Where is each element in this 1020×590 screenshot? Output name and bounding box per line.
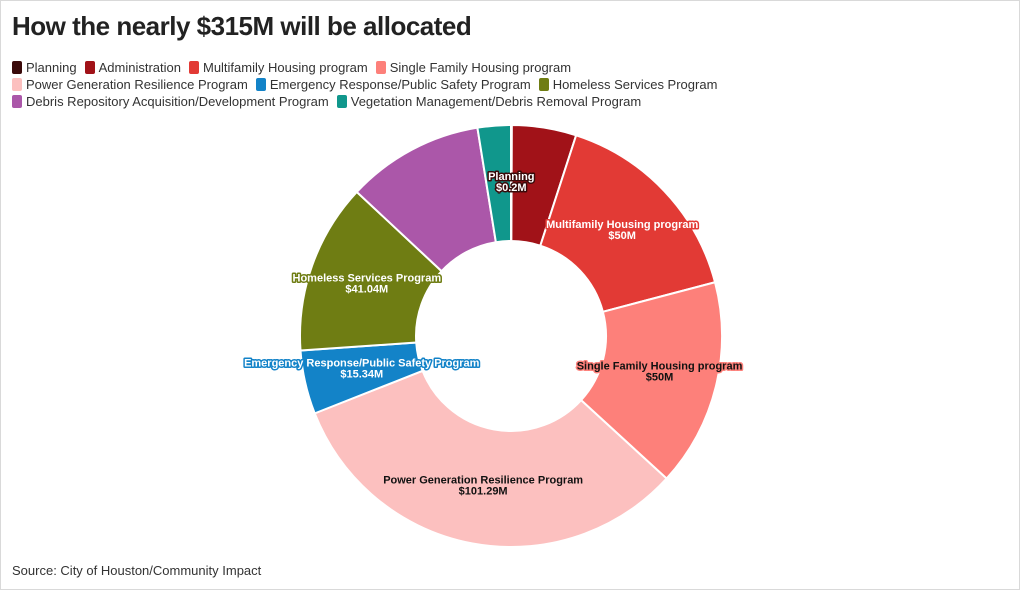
slice-label: Homeless Services Program	[293, 273, 442, 285]
legend-swatch	[12, 60, 22, 74]
legend-swatch	[255, 77, 266, 91]
legend-swatch	[538, 77, 549, 91]
donut-slice	[476, 123, 512, 244]
legend-swatch	[12, 94, 22, 108]
source: Source: City of Houston/Community Impact	[12, 563, 262, 578]
legend-item: Administration	[84, 59, 181, 75]
slice-value-label: $50M	[646, 372, 674, 384]
legend-item: Single Family Housing program	[375, 59, 572, 75]
slice-label: Multifamily Housing program	[546, 219, 698, 231]
legend-swatch	[84, 60, 95, 74]
legend: Planning Administration Multifamily Housin…	[12, 59, 802, 109]
legend-item: Homeless Services Program	[538, 76, 718, 92]
slice-label: Emergency Response/Public Safety Program	[244, 358, 480, 370]
legend-item: Vegetation Management/Debris Removal Pro…	[336, 93, 642, 109]
legend-label: Vegetation Management/Debris Removal Pro…	[350, 93, 642, 109]
legend-label: Administration	[98, 59, 181, 75]
slice-label: Power Generation Resilience Program	[383, 474, 583, 486]
legend-swatch	[375, 60, 386, 74]
slice-value-label: $101.29M	[459, 485, 508, 497]
legend-item: Emergency Response/Public Safety Program	[255, 76, 531, 92]
slice-value-label: $50M	[608, 230, 636, 242]
slice-label: Planning	[488, 171, 534, 183]
slice-value-label: $15.34M	[340, 369, 383, 381]
donut-slice	[299, 190, 443, 352]
donut-slice	[579, 281, 723, 480]
legend-item: Multifamily Housing program	[188, 59, 368, 75]
legend-label: Planning	[26, 59, 77, 75]
slice-value-label: $41.04M	[345, 284, 388, 296]
legend-label: Power Generation Resilience Program	[26, 76, 248, 92]
chart-title: How the nearly $315M will be allocated	[12, 11, 472, 41]
legend-label: Emergency Response/Public Safety Program	[269, 76, 531, 92]
legend-item: Debris Repository Acquisition/Developmen…	[12, 93, 329, 109]
legend-item: Planning	[12, 59, 77, 75]
legend-item: Power Generation Resilience Program	[12, 76, 248, 92]
legend-label: Homeless Services Program	[552, 76, 718, 92]
donut-slice	[539, 134, 717, 314]
donut-slice	[313, 369, 668, 548]
legend-label: Multifamily Housing program	[202, 59, 368, 75]
legend-swatch	[12, 77, 22, 91]
legend-swatch	[336, 94, 347, 108]
slice-label: Single Family Housing program	[577, 361, 743, 373]
slice-value-label: $0.2M	[496, 182, 527, 194]
legend-label: Single Family Housing program	[389, 59, 572, 75]
legend-label: Debris Repository Acquisition/Developmen…	[26, 93, 329, 109]
legend-swatch	[188, 60, 199, 74]
